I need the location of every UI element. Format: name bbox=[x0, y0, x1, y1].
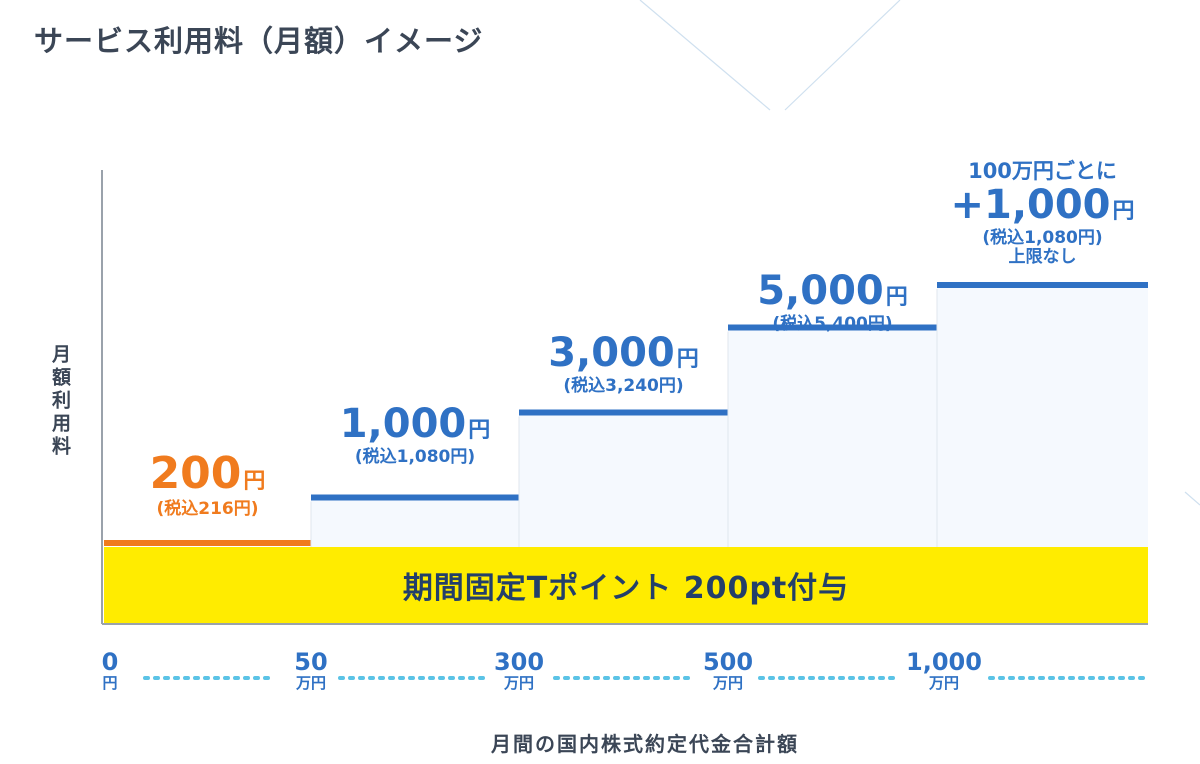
tier-fee-unit: 円 bbox=[243, 469, 266, 495]
x-tick-label: 50 万円 bbox=[261, 648, 361, 693]
tier-fee: 1,000円 bbox=[265, 404, 565, 444]
tier-fee: 200円 bbox=[58, 452, 358, 496]
y-axis-label: 月額利用料 bbox=[49, 344, 71, 459]
tier-label: 200円 (税込216円) bbox=[58, 452, 358, 520]
x-tick-unit: 万円 bbox=[712, 674, 743, 693]
tier-fee-value: 200 bbox=[149, 448, 242, 500]
x-axis-label: 月間の国内株式約定代金合計額 bbox=[491, 732, 799, 756]
tpoint-banner: 期間固定Tポイント 200pt付与 bbox=[104, 547, 1148, 623]
tier-label: 3,000円 (税込3,240円) bbox=[474, 333, 774, 397]
tier-suffix: 上限なし bbox=[1008, 247, 1077, 268]
x-tick-value: 50 bbox=[294, 648, 328, 676]
x-tick-unit: 円 bbox=[102, 674, 118, 693]
tier-tax-label: (税込1,080円) bbox=[982, 227, 1103, 248]
x-tick-value: 0 bbox=[101, 648, 119, 676]
x-tick-value: 1,000 bbox=[906, 648, 982, 676]
x-tick-value: 300 bbox=[493, 648, 545, 676]
tier-fee-value: 5,000 bbox=[757, 268, 884, 315]
tier-tax-label: (税込216円) bbox=[156, 499, 259, 520]
tier-tax-label: (税込3,240円) bbox=[563, 376, 684, 397]
tier-fee-value: 1,000 bbox=[339, 401, 467, 448]
x-tick-unit: 万円 bbox=[295, 674, 326, 693]
tier-prefix: 100万円ごとに bbox=[968, 158, 1117, 183]
tier-fee-unit: 円 bbox=[468, 418, 491, 444]
tier-tax-label: (税込5,400円) bbox=[772, 314, 893, 335]
tier-label: 100万円ごとに +1,000円 (税込1,080円) 上限なし bbox=[893, 159, 1193, 268]
x-tick-label: 1,000 万円 bbox=[894, 648, 994, 693]
tier-fee: +1,000円 bbox=[893, 185, 1193, 225]
tier-label: 1,000円 (税込1,080円) bbox=[265, 404, 565, 468]
tier-fee-unit: 円 bbox=[885, 285, 908, 311]
x-tick-label: 300 万円 bbox=[469, 648, 569, 693]
tier-fee: 3,000円 bbox=[474, 333, 774, 373]
tpoint-banner-text: 期間固定Tポイント 200pt付与 bbox=[402, 571, 850, 606]
tier-tax-label: (税込1,080円) bbox=[354, 447, 476, 468]
tier-label: 5,000円 (税込5,400円) bbox=[683, 271, 983, 335]
x-tick-unit: 万円 bbox=[928, 674, 959, 693]
x-tick-label: 500 万円 bbox=[678, 648, 778, 693]
tier-fee-unit: 円 bbox=[1112, 198, 1135, 224]
x-tick-value: 500 bbox=[702, 648, 754, 676]
tier-fee-value: +1,000 bbox=[950, 181, 1111, 228]
tier-fee-unit: 円 bbox=[676, 347, 699, 373]
tier-fee: 5,000円 bbox=[683, 271, 983, 311]
tier-fee-value: 3,000 bbox=[548, 330, 675, 377]
x-tick-unit: 万円 bbox=[503, 674, 534, 693]
page-title: サービス利用料（月額）イメージ bbox=[34, 24, 484, 58]
